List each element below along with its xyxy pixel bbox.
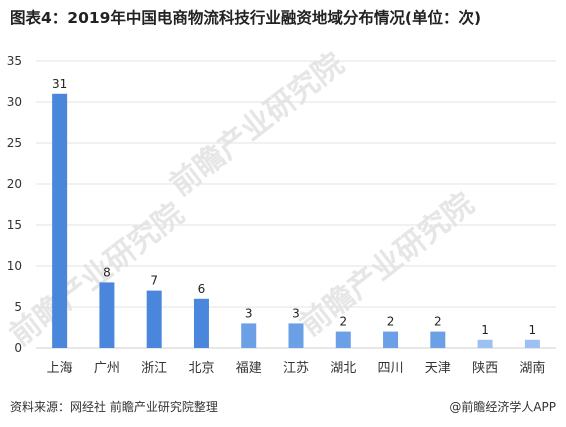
chart-title: 图表4：2019年中国电商物流科技行业融资地域分布情况(单位：次) — [10, 9, 482, 27]
x-tick-label: 湖北 — [330, 361, 356, 376]
bar — [99, 282, 115, 348]
y-tick-label: 0 — [14, 341, 22, 355]
x-tick-label: 湖南 — [519, 360, 545, 376]
y-tick-label: 25 — [7, 136, 22, 150]
data-label: 2 — [434, 315, 442, 329]
data-label: 6 — [198, 282, 206, 296]
bar — [288, 323, 304, 348]
data-label: 1 — [529, 323, 537, 337]
y-tick-label: 20 — [7, 177, 22, 191]
x-tick-label: 广州 — [94, 361, 120, 376]
bar — [193, 298, 209, 348]
x-tick-label: 天津 — [425, 361, 451, 376]
data-label: 2 — [339, 315, 347, 329]
x-tick-label: 江苏 — [283, 360, 309, 376]
x-axis-ticks: 上海 广州 浙江 北京 福建 江苏 湖北 四川 天津 陕西 湖南 — [47, 360, 546, 376]
x-tick-label: 上海 — [47, 361, 73, 376]
bar — [335, 331, 351, 348]
bar — [524, 339, 540, 348]
data-label: 8 — [103, 265, 111, 279]
data-label: 7 — [150, 274, 158, 288]
y-tick-label: 10 — [7, 259, 22, 273]
bar — [477, 339, 493, 348]
x-tick-label: 陕西 — [472, 361, 498, 376]
x-tick-label: 四川 — [378, 361, 404, 376]
y-tick-label: 35 — [7, 54, 22, 68]
data-label: 2 — [387, 315, 395, 329]
y-tick-label: 30 — [7, 95, 22, 109]
bar — [52, 93, 68, 348]
bar — [241, 323, 257, 348]
x-tick-label: 北京 — [188, 361, 214, 376]
x-tick-label: 福建 — [236, 361, 262, 376]
bar — [430, 331, 446, 348]
bar — [383, 331, 399, 348]
y-tick-label: 15 — [7, 218, 22, 232]
data-label: 3 — [292, 306, 300, 320]
y-axis-ticks: 0 5 10 15 20 25 30 35 — [7, 54, 22, 355]
data-labels: 31 8 7 6 3 3 2 2 2 1 1 — [52, 77, 536, 337]
data-label: 31 — [52, 77, 67, 91]
source-note: 资料来源：网经社 前瞻产业研究院整理 — [10, 400, 218, 414]
data-label: 1 — [481, 323, 489, 337]
bar — [146, 290, 162, 348]
data-label: 3 — [245, 306, 253, 320]
brand-credit: @前瞻经济学人APP — [449, 398, 556, 415]
y-tick-label: 5 — [14, 300, 22, 314]
x-tick-label: 浙江 — [141, 361, 167, 376]
brand-label: @前瞻经济学人APP — [449, 400, 556, 414]
bars — [52, 93, 540, 348]
